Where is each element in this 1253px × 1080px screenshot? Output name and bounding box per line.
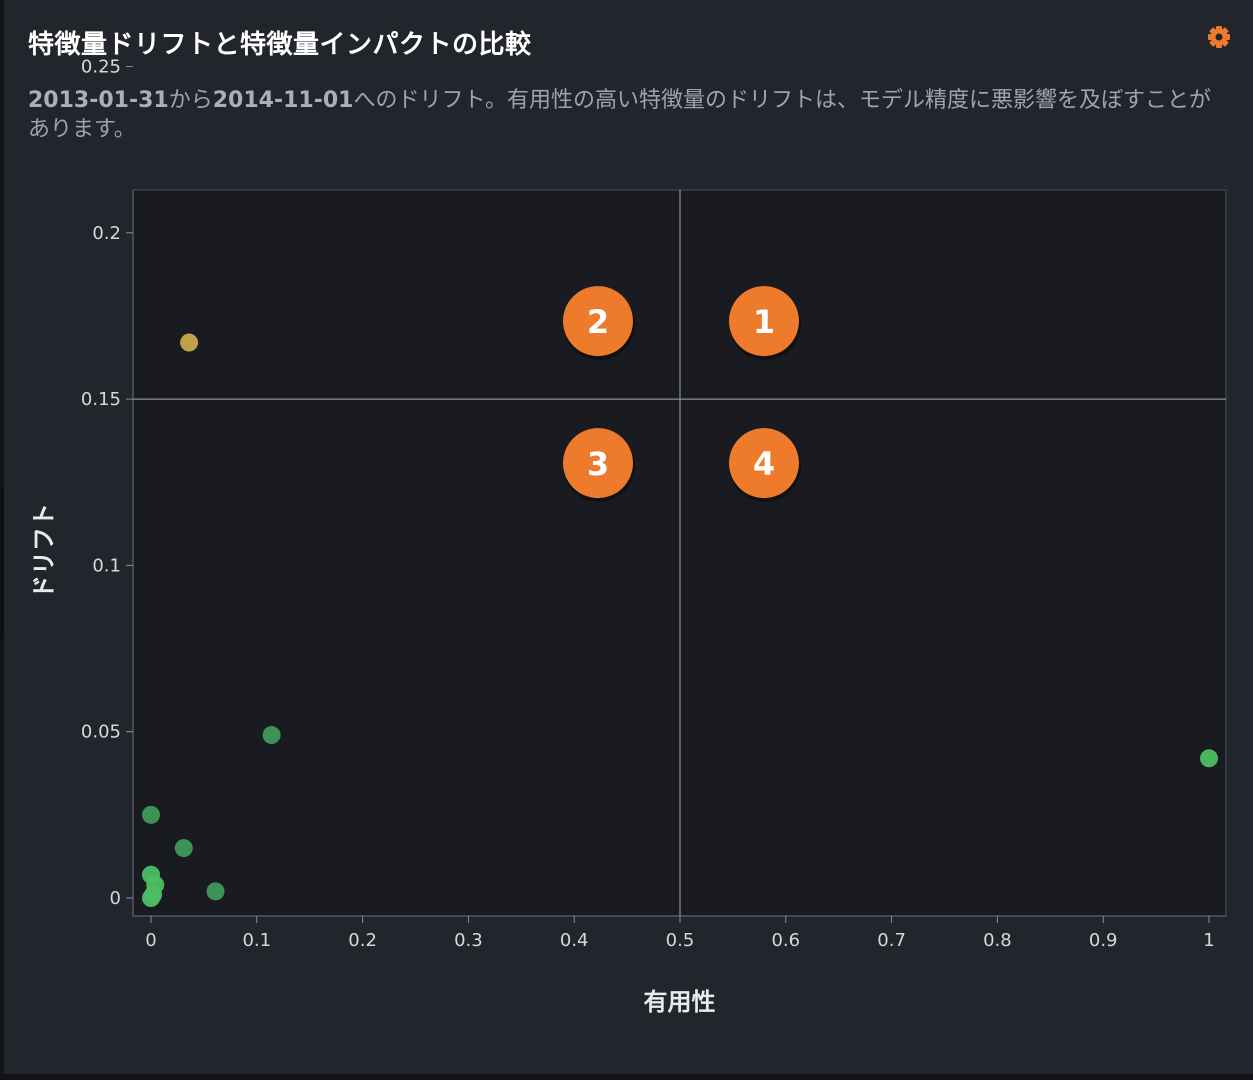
quadrant-badge-3 — [563, 428, 633, 499]
desc-rest: へのドリフト。有用性の高い特徴量のドリフトは、モデル精度に悪影響を及ぼすことがあ… — [28, 88, 1212, 142]
data-point[interactable] — [1200, 749, 1218, 768]
y-tick-label: 0.05 — [81, 722, 121, 743]
x-tick-label: 0.9 — [1089, 930, 1118, 951]
quadrant-label-4: 4 — [753, 445, 775, 483]
x-tick-label: 1 — [1203, 930, 1214, 951]
resize-handle[interactable] — [0, 488, 4, 634]
quadrant-label-2: 2 — [587, 303, 609, 341]
axes: 0 0.1 0.2 0.3 0.4 0.5 0.6 0.7 0.8 0.9 1 0 0.05 0.1 0.1… — [81, 57, 1226, 951]
data-point[interactable] — [262, 726, 281, 745]
x-tick-label: 0.2 — [348, 930, 377, 951]
x-tick-label: 0.7 — [877, 930, 906, 951]
y-tick-label: 0.1 — [92, 555, 121, 576]
x-tick-label: 0.1 — [242, 930, 271, 951]
quadrant-badge-4 — [729, 428, 799, 499]
x-tick-label: 0 — [145, 930, 156, 951]
quadrant-badges: 1 2 3 4 — [563, 286, 801, 503]
start-date: 2013-01-31 — [28, 88, 169, 113]
x-tick-label: 0.6 — [771, 930, 800, 951]
quadrant-label-1: 1 — [753, 303, 775, 341]
x-tick-label: 0.8 — [983, 930, 1012, 951]
quadrant-label-3: 3 — [587, 445, 609, 483]
data-point[interactable] — [174, 839, 193, 858]
x-tick-label: 0.5 — [666, 930, 695, 951]
data-point[interactable] — [144, 885, 163, 904]
gear-icon[interactable] — [1204, 22, 1234, 52]
y-tick-label: 0.15 — [81, 389, 121, 410]
y-axis-title: ドリフト — [30, 503, 58, 599]
data-points — [142, 333, 1218, 907]
y-tick-label: 0.25 — [81, 57, 121, 78]
x-tick-label: 0.3 — [454, 930, 483, 951]
y-tick-label: 0.2 — [92, 223, 121, 244]
y-tick-label: 0 — [110, 888, 121, 909]
threshold-lines — [133, 190, 1226, 916]
data-point[interactable] — [180, 333, 199, 352]
end-date: 2014-11-01 — [212, 88, 354, 113]
x-axis-title: 有用性 — [644, 988, 716, 1016]
quadrant-badge-1 — [729, 286, 799, 357]
panel-title: 特徴量ドリフトと特徴量インパクトの比較 — [28, 30, 532, 60]
data-point[interactable] — [142, 805, 160, 824]
x-tick-label: 0.4 — [560, 930, 589, 951]
desc-from: から — [168, 88, 213, 113]
chart-description: 2013-01-31から2014-11-01へのドリフト。有用性の高い特徴量のド… — [28, 86, 1228, 144]
data-point[interactable] — [206, 882, 225, 901]
quadrant-badge-2 — [563, 286, 633, 357]
